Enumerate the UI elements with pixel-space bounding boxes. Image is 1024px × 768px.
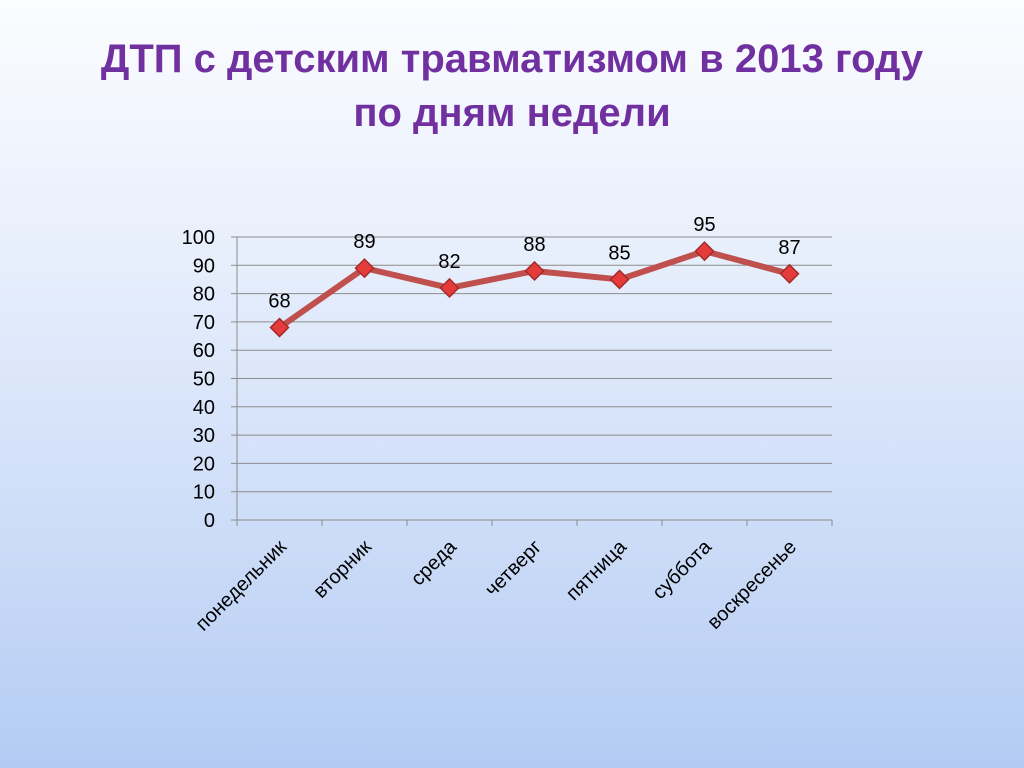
slide-title-line-1: ДТП с детским травматизмом в 2013 году bbox=[100, 37, 924, 81]
y-tick-label-80: 80 bbox=[193, 284, 215, 306]
y-tick-label-30: 30 bbox=[193, 425, 215, 447]
data-label-суббота: 95 bbox=[693, 214, 715, 236]
data-point-вторник bbox=[354, 258, 375, 279]
data-label-пятница: 85 bbox=[608, 242, 630, 264]
data-label-вторник: 89 bbox=[353, 231, 375, 253]
x-tick-label-суббота: суббота bbox=[648, 535, 716, 603]
data-label-воскресенье: 87 bbox=[778, 237, 800, 259]
x-tick-label-среда: среда bbox=[407, 535, 462, 590]
y-tick-label-10: 10 bbox=[193, 482, 215, 504]
data-point-суббота bbox=[694, 241, 715, 262]
x-tick-label-вторник: вторник bbox=[309, 536, 376, 603]
y-tick-label-50: 50 bbox=[193, 369, 215, 391]
data-label-среда: 82 bbox=[438, 251, 460, 273]
data-point-воскресенье bbox=[779, 263, 800, 284]
y-tick-label-90: 90 bbox=[193, 255, 215, 277]
y-tick-label-60: 60 bbox=[193, 340, 215, 362]
data-label-понедельник: 68 bbox=[268, 291, 290, 313]
x-tick-label-понедельник: понедельник bbox=[191, 536, 291, 636]
data-point-среда bbox=[439, 277, 460, 299]
x-tick-label-пятница: пятница bbox=[562, 535, 632, 605]
x-tick-label-четверг: четверг bbox=[481, 536, 546, 601]
y-tick-label-40: 40 bbox=[193, 397, 215, 419]
slide-title-line-2: по дням недели bbox=[353, 91, 671, 135]
slide-title: ДТП с детским травматизмом в 2013 году п… bbox=[0, 32, 1024, 140]
y-tick-label-20: 20 bbox=[193, 453, 215, 475]
data-point-пятница bbox=[609, 269, 630, 290]
y-tick-label-100: 100 bbox=[182, 227, 215, 249]
data-label-четверг: 88 bbox=[523, 234, 545, 256]
x-tick-label-воскресенье: воскресенье bbox=[703, 536, 801, 634]
y-tick-label-70: 70 bbox=[193, 312, 215, 334]
y-tick-label-0: 0 bbox=[204, 510, 215, 532]
data-point-понедельник bbox=[269, 317, 290, 338]
data-point-четверг bbox=[524, 260, 545, 282]
